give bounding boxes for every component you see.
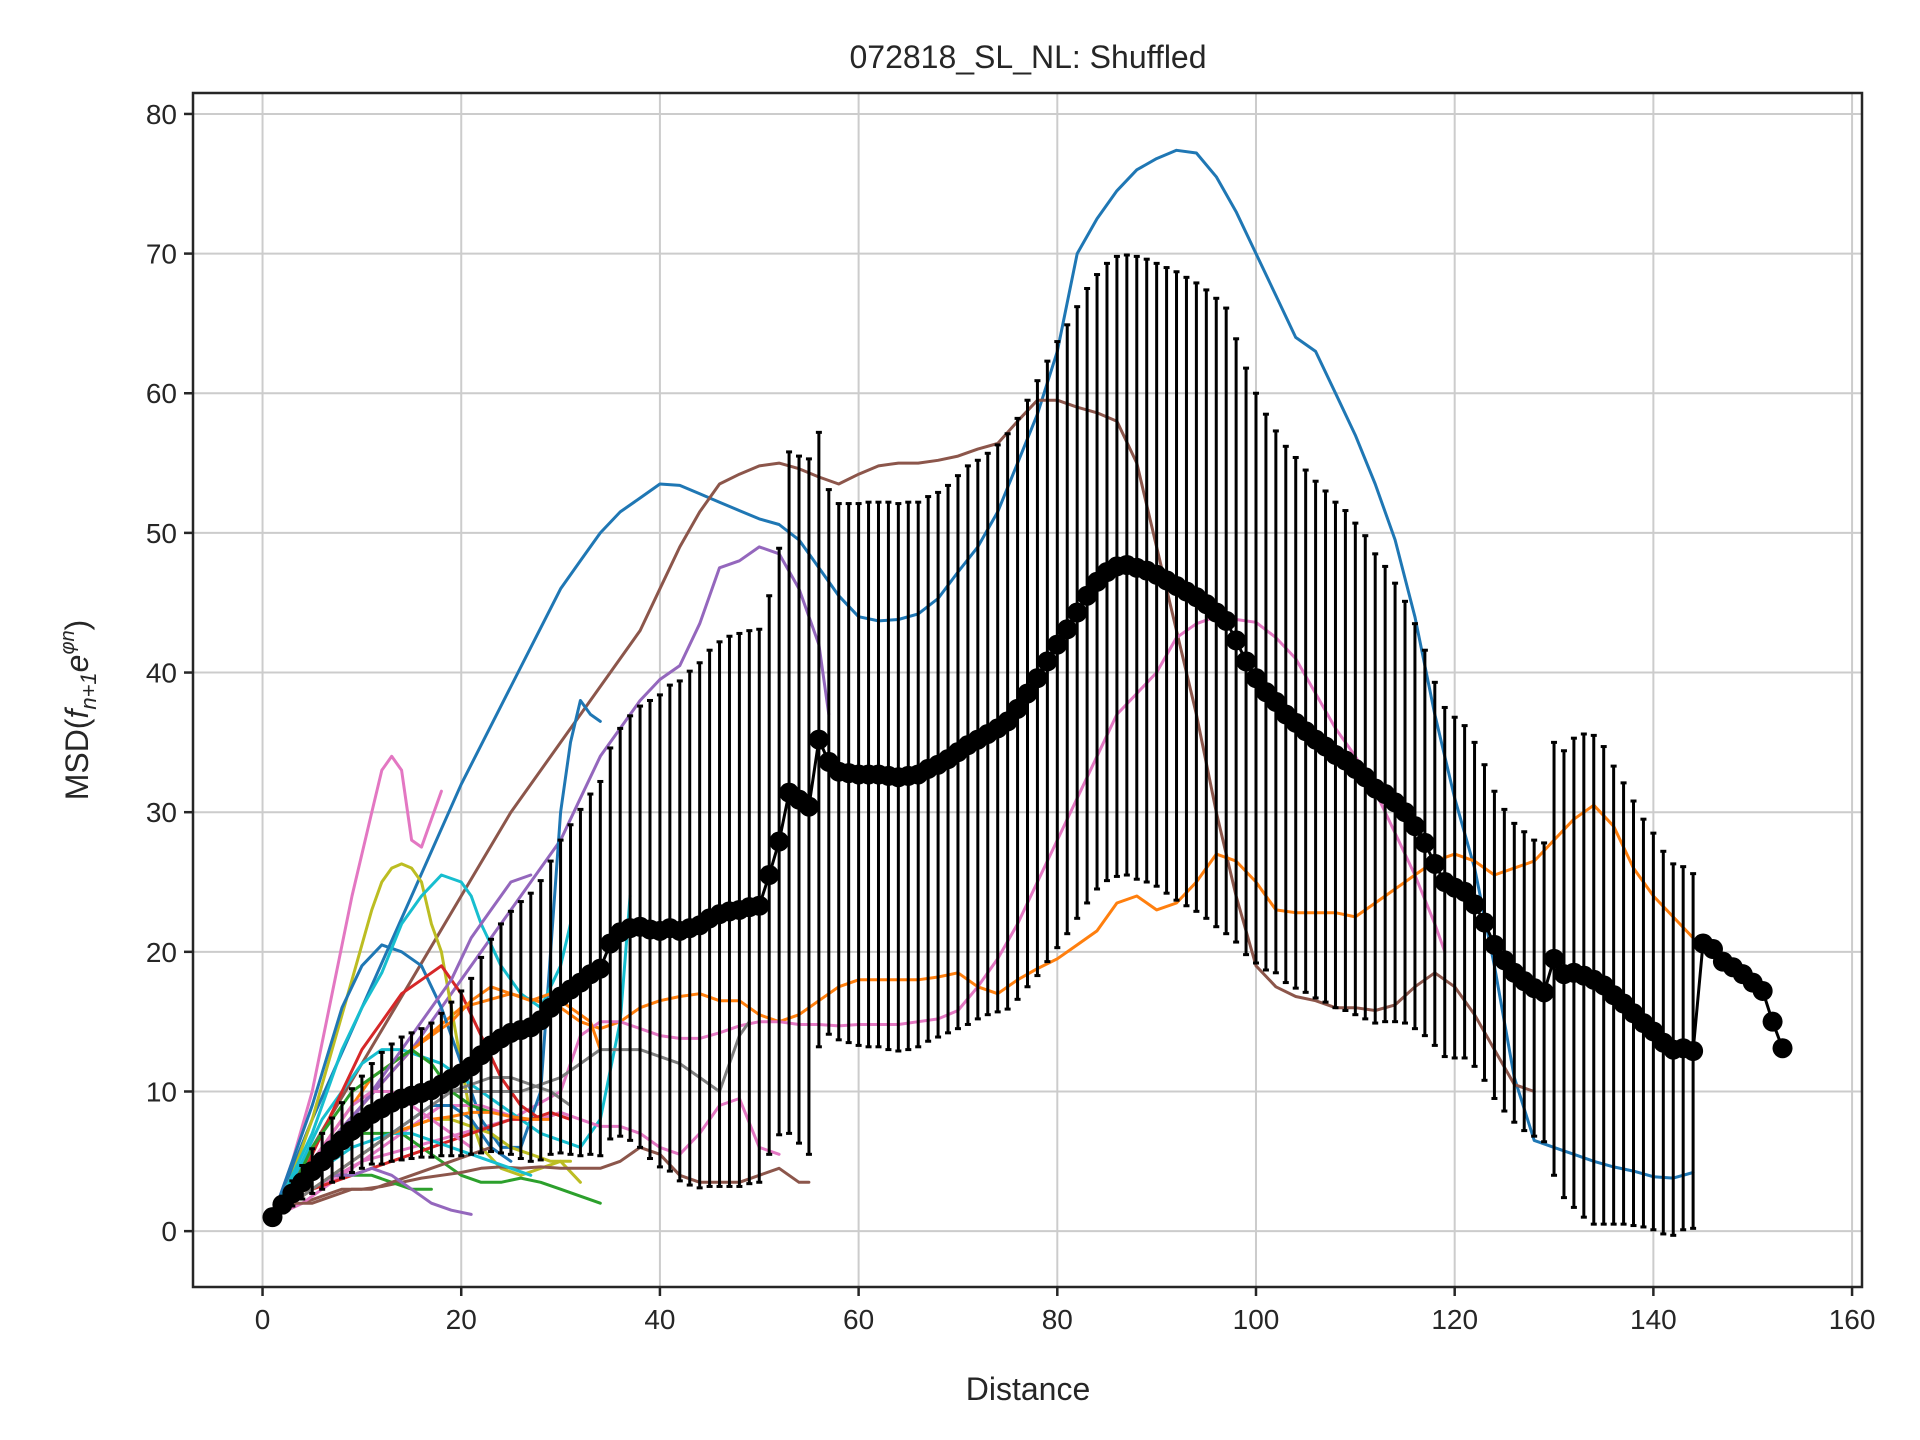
mean-point [759, 865, 780, 886]
series-line [271, 545, 831, 1219]
mean-point [1752, 980, 1773, 1001]
y-tick-label: 70 [146, 239, 177, 270]
x-tick-label: 0 [255, 1304, 271, 1335]
series-line [271, 964, 563, 1219]
mean-point [1057, 619, 1078, 640]
y-tick-label: 50 [146, 518, 177, 549]
mean-point [1245, 668, 1266, 689]
y-tick-label: 30 [146, 797, 177, 828]
mean-point [1037, 651, 1058, 672]
mean-point [1007, 698, 1028, 719]
mean-point [769, 831, 790, 852]
mean-point [1017, 683, 1038, 704]
y-tick-label: 40 [146, 658, 177, 689]
x-tick-label: 20 [446, 1304, 477, 1335]
x-tick-label: 80 [1042, 1304, 1073, 1335]
mean-point [1047, 634, 1068, 655]
mean-point [798, 796, 819, 817]
x-tick-label: 60 [843, 1304, 874, 1335]
y-axis-label-superscript: φn [57, 630, 79, 654]
y-tick-label: 0 [161, 1216, 177, 1247]
mean-point [1077, 585, 1098, 606]
mean-point [1226, 630, 1247, 651]
mean-series [262, 555, 1793, 1228]
mean-point [590, 958, 611, 979]
mean-point [1414, 832, 1435, 853]
mean-point [749, 895, 770, 916]
mean-point [1027, 668, 1048, 689]
mean-point [1395, 802, 1416, 823]
axis-ticks: 0 20 40 60 80 100 120 140 160 0 10 20 30 40 50 60 70 80 [146, 99, 1876, 1335]
mean-point [1216, 610, 1237, 631]
mean-point [1683, 1040, 1704, 1061]
plot-frame [191, 91, 1864, 1289]
chart-title: 072818_SL_NL: Shuffled [849, 39, 1206, 75]
y-tick-label: 10 [146, 1076, 177, 1107]
y-axis-label-e: e [59, 655, 95, 673]
x-tick-label: 140 [1630, 1304, 1677, 1335]
mean-point [1544, 948, 1565, 969]
series-line [271, 862, 582, 1219]
mean-point [1464, 894, 1485, 915]
x-axis-label: Distance [966, 1371, 1091, 1407]
x-tick-label: 40 [644, 1304, 675, 1335]
y-axis-label-suffix: ) [59, 620, 95, 631]
mean-point [1534, 982, 1555, 1003]
x-tick-label: 100 [1233, 1304, 1280, 1335]
mean-point [1404, 816, 1425, 837]
y-axis-label-subscript: n+1 [76, 672, 101, 709]
mean-point [808, 729, 829, 750]
mean-point [1474, 912, 1495, 933]
y-tick-label: 80 [146, 99, 177, 130]
mean-point [1236, 651, 1257, 672]
x-tick-label: 120 [1431, 1304, 1478, 1335]
mean-point [1424, 853, 1445, 874]
x-tick-label: 160 [1829, 1304, 1876, 1335]
series-line [271, 1145, 493, 1219]
mean-point [1067, 602, 1088, 623]
y-axis-label: MSD(fn+1eφn) [57, 620, 101, 801]
series-line [271, 754, 443, 1219]
mean-point [1762, 1011, 1783, 1032]
y-tick-label: 20 [146, 937, 177, 968]
mean-point [1484, 934, 1505, 955]
y-tick-label: 60 [146, 378, 177, 409]
mean-point [1772, 1038, 1793, 1059]
y-axis-label-prefix: MSD( [59, 718, 95, 800]
